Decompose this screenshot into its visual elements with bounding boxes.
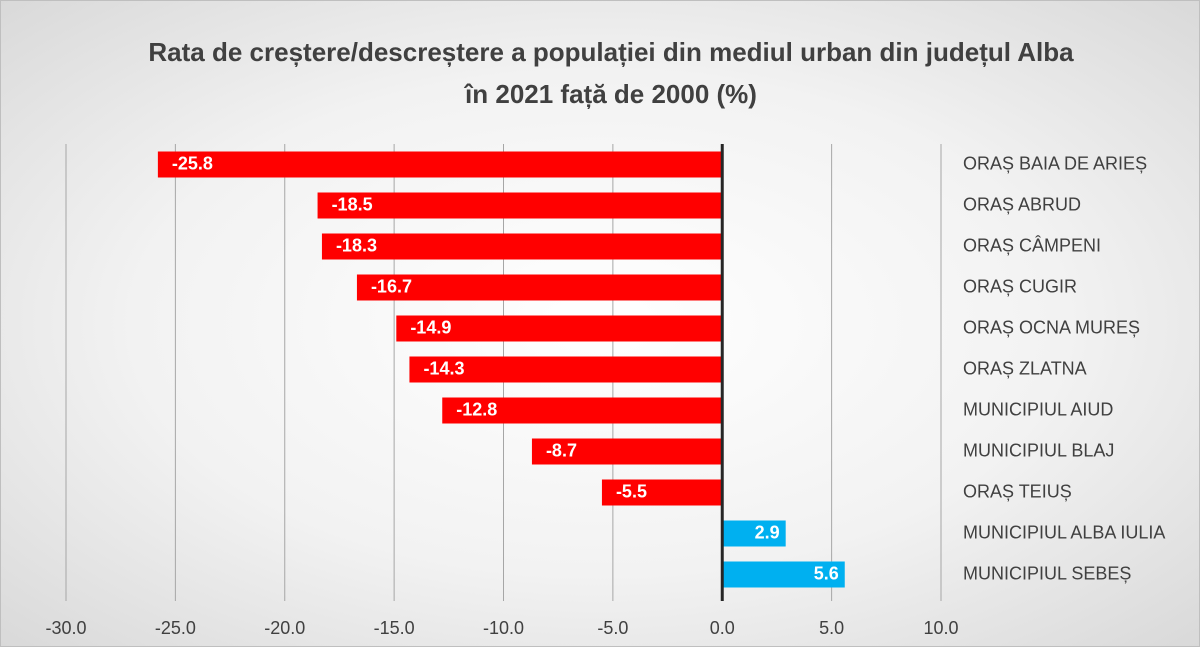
category-label: ORAȘ TEIUȘ bbox=[963, 481, 1072, 501]
x-tick-label: 5.0 bbox=[819, 618, 844, 638]
data-label: -18.3 bbox=[336, 235, 377, 255]
category-label: MUNICIPIUL AIUD bbox=[963, 399, 1113, 419]
chart-title: Rata de creștere/descreștere a populație… bbox=[148, 37, 1074, 109]
data-label: -14.3 bbox=[423, 358, 464, 378]
bar bbox=[409, 356, 723, 383]
bar bbox=[442, 397, 723, 424]
x-tick-label: 0.0 bbox=[710, 618, 735, 638]
bar bbox=[396, 315, 723, 342]
data-label: -5.5 bbox=[616, 481, 647, 501]
x-tick-label: -10.0 bbox=[483, 618, 524, 638]
bar bbox=[317, 192, 723, 219]
data-label: 2.9 bbox=[755, 522, 780, 542]
data-label: 5.6 bbox=[814, 563, 839, 583]
category-label: ORAȘ ZLATNA bbox=[963, 358, 1087, 378]
category-label: ORAȘ BAIA DE ARIEȘ bbox=[963, 153, 1147, 173]
bar bbox=[531, 438, 723, 465]
bar bbox=[157, 151, 723, 178]
data-label: -18.5 bbox=[332, 194, 373, 214]
bar bbox=[722, 561, 845, 588]
x-tick-label: 10.0 bbox=[923, 618, 958, 638]
bar bbox=[722, 520, 786, 547]
data-label: -8.7 bbox=[546, 440, 577, 460]
x-tick-label: -5.0 bbox=[597, 618, 628, 638]
bar bbox=[321, 233, 723, 260]
category-label: ORAȘ ABRUD bbox=[963, 194, 1081, 214]
data-label: -16.7 bbox=[371, 276, 412, 296]
category-label: ORAȘ CÂMPENI bbox=[963, 235, 1101, 255]
x-tick-label: -15.0 bbox=[374, 618, 415, 638]
x-tick-label: -30.0 bbox=[45, 618, 86, 638]
category-label: MUNICIPIUL SEBEȘ bbox=[963, 563, 1131, 583]
data-label: -12.8 bbox=[456, 399, 497, 419]
category-label: ORAȘ OCNA MUREȘ bbox=[963, 317, 1140, 337]
x-tick-label: -20.0 bbox=[264, 618, 305, 638]
bar bbox=[356, 274, 723, 301]
category-label: MUNICIPIUL ALBA IULIA bbox=[963, 522, 1165, 542]
data-label: -25.8 bbox=[172, 153, 213, 173]
category-label: ORAȘ CUGIR bbox=[963, 276, 1077, 296]
x-tick-label: -25.0 bbox=[155, 618, 196, 638]
category-label: MUNICIPIUL BLAJ bbox=[963, 440, 1114, 460]
data-label: -14.9 bbox=[410, 317, 451, 337]
bar bbox=[601, 479, 723, 506]
